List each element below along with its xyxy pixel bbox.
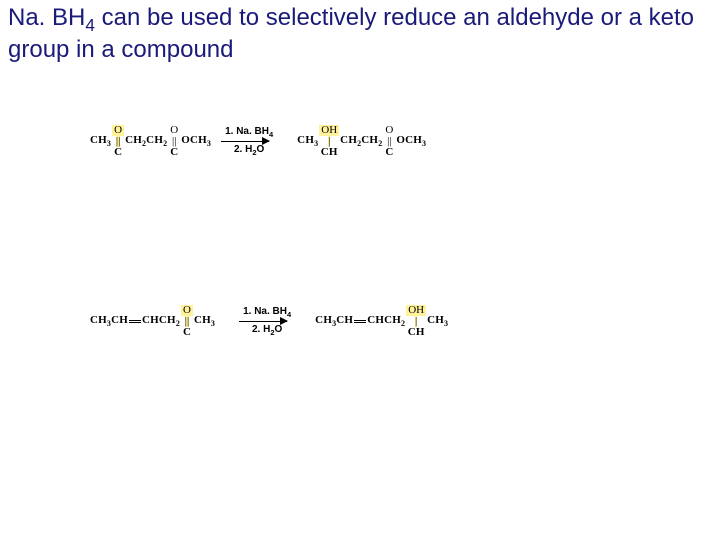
prod-hydroxyl: OH | CH: [406, 305, 426, 338]
r2-product: CH3CH CHCH2 OH | CH CH3: [315, 305, 448, 338]
ch-under: CH: [408, 327, 425, 338]
r2-starting-material: CH3CH CHCH2 O || C CH3: [90, 305, 215, 338]
prod-frag-post: OCH3: [396, 134, 426, 148]
prod-frag-pre: CH3: [297, 134, 318, 148]
carbon-icon: C: [183, 327, 191, 338]
carbon-icon: C: [114, 147, 122, 158]
prod-hydroxyl: OH | CH: [319, 125, 339, 158]
prod-ester-right: O || C: [383, 125, 395, 158]
sm-ketone-left: O || C: [112, 125, 124, 158]
arrow-icon: [221, 141, 269, 143]
sm-frag-post: OCH3: [181, 134, 211, 148]
reagent-line-2: 2. H2O: [252, 324, 282, 337]
page-title: Na. BH4 can be used to selectively reduc…: [8, 4, 712, 63]
sm-frag-mid: CH2CH2: [125, 134, 167, 148]
prod-frag-post: CH3: [427, 314, 448, 328]
prod-frag-pre: CH3CH: [315, 314, 353, 328]
sm-frag-mid: CHCH2: [142, 314, 180, 328]
alkene-icon: [354, 320, 366, 323]
reaction-arrow: 1. Na. BH4 2. H2O: [229, 306, 297, 338]
carbon-icon: C: [170, 147, 178, 158]
carbon-icon: C: [385, 147, 393, 158]
r1-product: CH3 OH | CH CH2CH2 O || C OCH3: [297, 125, 426, 158]
prod-frag-mid: CH2CH2: [340, 134, 382, 148]
reagent-line-2: 2. H2O: [234, 144, 264, 157]
reaction-1: CH3 O || C CH2CH2 O || C OCH3 1. Na. BH4…: [90, 125, 426, 158]
sm-frag-post: CH3: [194, 314, 215, 328]
arrow-icon: [239, 321, 287, 323]
sm-ester-right: O || C: [168, 125, 180, 158]
reaction-arrow: 1. Na. BH4 2. H2O: [211, 126, 279, 158]
r1-starting-material: CH3 O || C CH2CH2 O || C OCH3: [90, 125, 211, 158]
sm-frag-pre: CH3CH: [90, 314, 128, 328]
sm-frag-pre: CH3: [90, 134, 111, 148]
prod-frag-mid: CHCH2: [367, 314, 405, 328]
sm-ketone: O || C: [181, 305, 193, 338]
alkene-icon: [129, 320, 141, 323]
ch-under: CH: [321, 147, 338, 158]
reaction-2: CH3CH CHCH2 O || C CH3 1. Na. BH4 2. H2O…: [90, 305, 448, 338]
